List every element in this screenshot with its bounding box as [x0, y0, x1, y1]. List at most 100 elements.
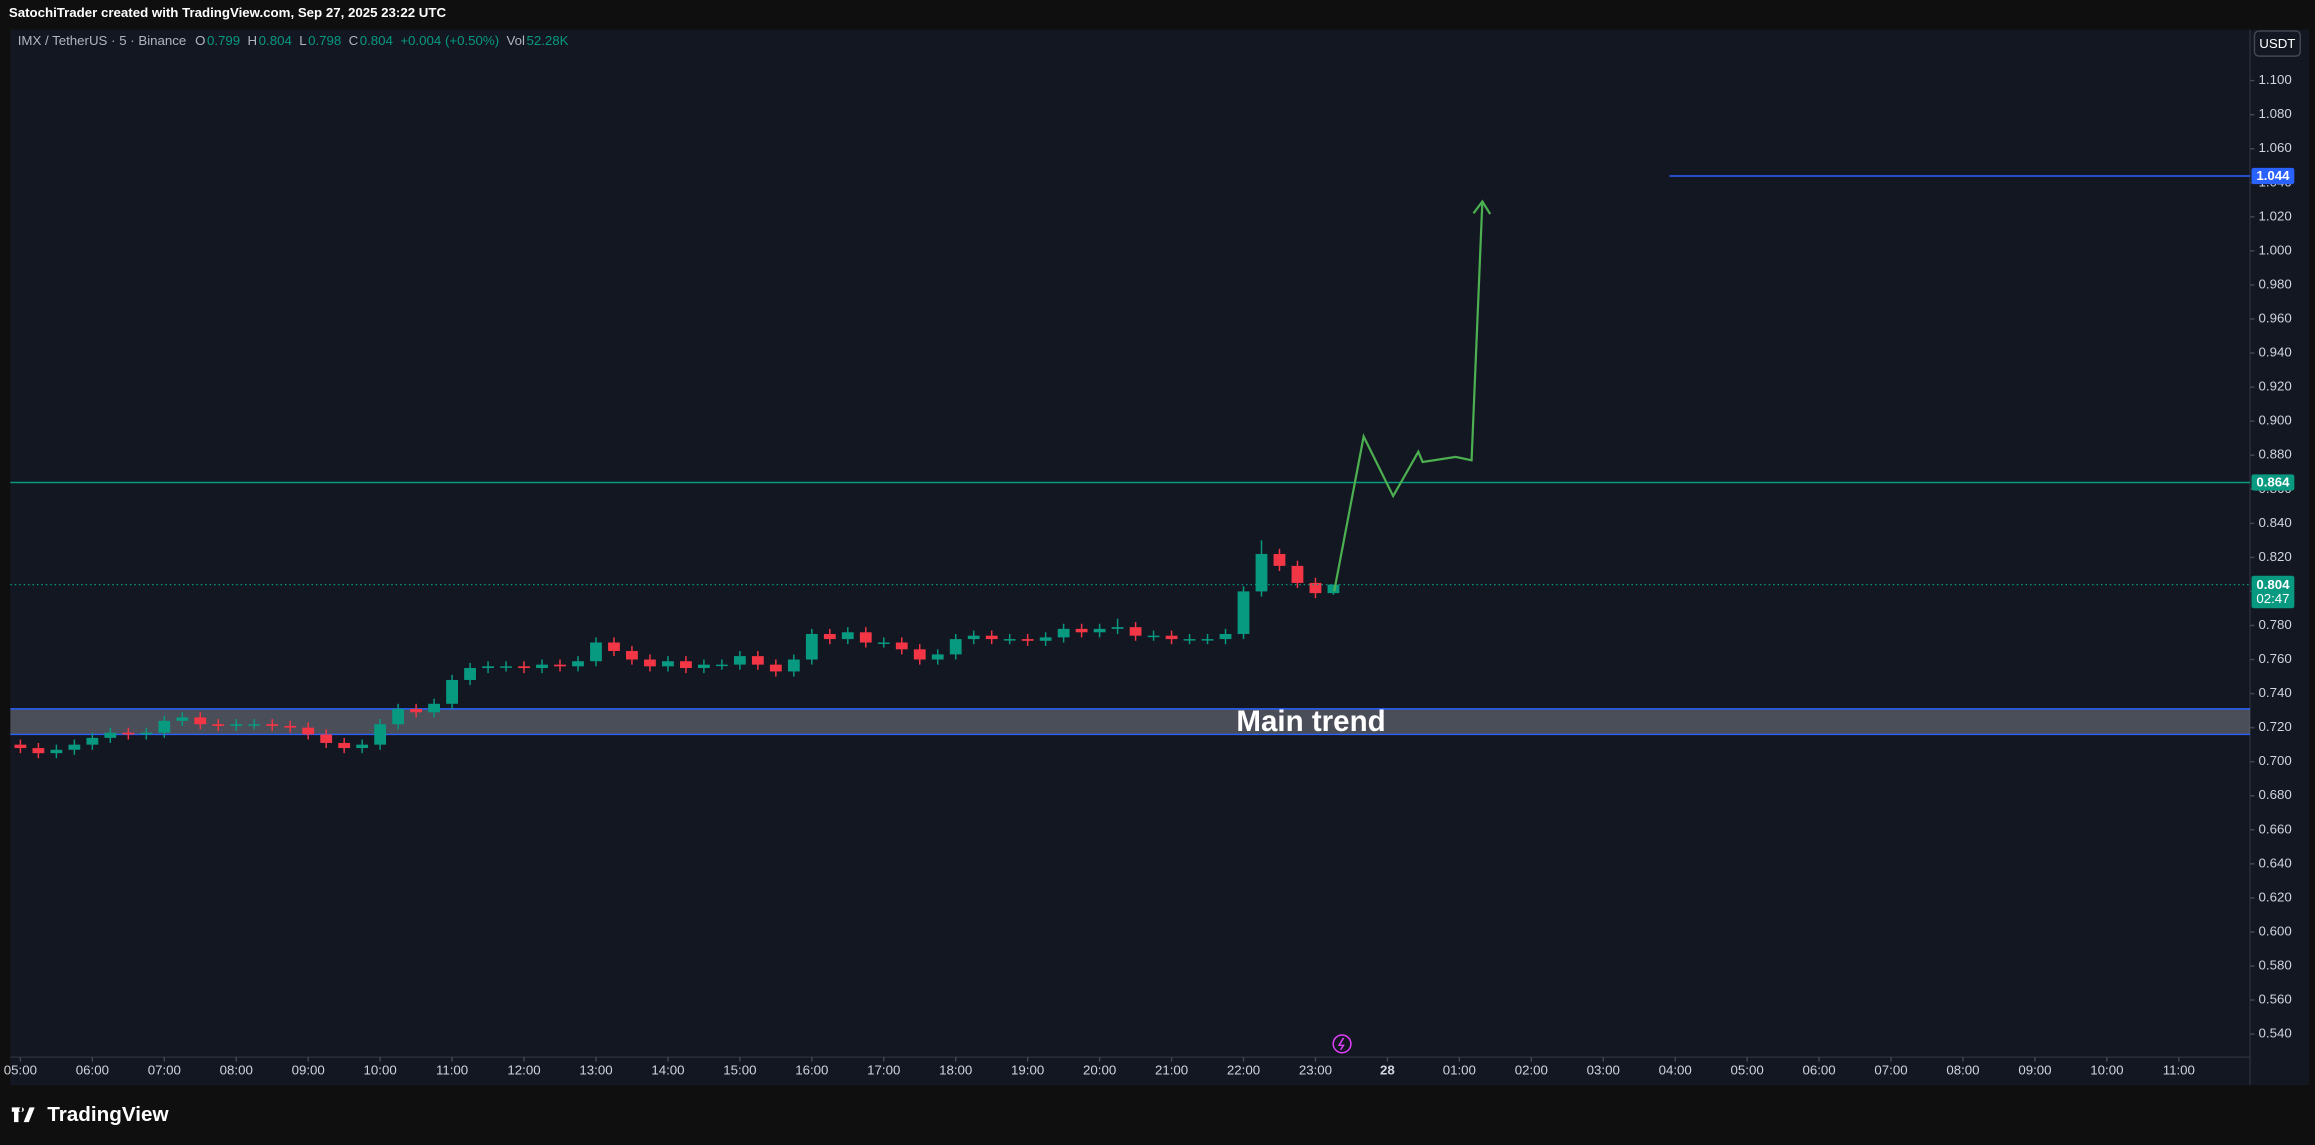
candle-body	[626, 651, 638, 660]
candle-body	[428, 703, 441, 713]
y-tick-label: 0.620	[2259, 889, 2292, 904]
candle-body	[1183, 639, 1196, 641]
x-tick-label: 10:00	[364, 1063, 397, 1078]
candle-body	[266, 724, 279, 726]
ohlc-value: 0.798	[308, 33, 341, 48]
candle-body	[554, 664, 566, 667]
x-tick-label: 10:00	[2090, 1063, 2123, 1078]
candle-body	[697, 664, 710, 669]
y-tick-label: 1.060	[2259, 140, 2292, 155]
event-bolt	[1337, 1037, 1345, 1051]
x-tick-label: 15:00	[723, 1063, 756, 1078]
x-tick-label: 07:00	[148, 1063, 181, 1078]
x-tick-label: 11:00	[436, 1063, 468, 1078]
x-tick-label: 09:00	[2018, 1063, 2051, 1078]
x-tick-label: 01:00	[1443, 1063, 1476, 1078]
x-tick-label: 16:00	[795, 1063, 828, 1078]
candle-body	[913, 649, 926, 660]
level-tag	[2251, 474, 2295, 491]
projection-arrowhead	[1472, 199, 1492, 215]
legend: IMX / TetherUS · 5 · Binance O 0.799 H 0.80…	[18, 33, 569, 48]
candle-body	[230, 724, 243, 726]
ohlc-value: 0.804	[360, 33, 393, 48]
change: +0.004 (+0.50%)	[400, 33, 499, 48]
candle-body	[644, 659, 656, 667]
candle-body	[1039, 637, 1052, 641]
event-icon[interactable]	[1332, 1034, 1352, 1054]
candle-body	[32, 748, 45, 754]
y-tick-label: 0.900	[2259, 413, 2292, 428]
y-tick-label: 0.680	[2259, 787, 2292, 802]
y-tick-label: 0.880	[2259, 447, 2292, 462]
candle-body	[1111, 627, 1124, 629]
candle-body	[338, 742, 351, 749]
candle-body	[1327, 584, 1340, 594]
x-tick-label: 14:00	[651, 1063, 684, 1078]
candle-body	[1003, 639, 1016, 641]
candle-body	[1093, 628, 1106, 633]
candle-body	[374, 724, 387, 745]
ohlc-value: 0.799	[207, 33, 240, 48]
candle-body	[590, 642, 602, 662]
y-tick-label: 0.600	[2259, 923, 2292, 938]
y-tick-label: 0.820	[2259, 549, 2292, 564]
x-tick-label: 22:00	[1227, 1063, 1260, 1078]
x-tick-label: 19:00	[1011, 1063, 1044, 1078]
y-tick-label: 1.080	[2259, 106, 2292, 121]
candle-body	[805, 633, 818, 660]
candle-body	[1147, 635, 1160, 638]
x-tick-label: 06:00	[1802, 1063, 1835, 1078]
x-tick-label: 08:00	[220, 1063, 253, 1078]
y-tick-label: 0.980	[2259, 276, 2292, 291]
candle-body	[1309, 582, 1322, 594]
candle-body	[212, 724, 225, 726]
candle-body	[1129, 627, 1142, 636]
x-tick-label: 04:00	[1659, 1063, 1692, 1078]
candle-body	[284, 725, 297, 728]
candle-body	[841, 632, 854, 640]
projection-path	[1333, 201, 1484, 592]
candle-body	[302, 727, 315, 735]
header: SatochiTrader created with TradingView.c…	[9, 5, 447, 20]
candle-body	[194, 717, 207, 725]
candle-body	[715, 664, 728, 667]
candle-body	[1165, 635, 1178, 640]
candle-body	[464, 668, 476, 680]
x-tick-label: 12:00	[507, 1063, 540, 1078]
candle-body	[1291, 565, 1304, 583]
x-tick-label: 09:00	[292, 1063, 325, 1078]
x-tick-label: 05:00	[4, 1063, 37, 1078]
candle-body	[320, 734, 333, 743]
x-tick-label: 11:00	[2163, 1063, 2195, 1078]
brand: TradingView	[11, 1103, 169, 1126]
candle-body	[823, 633, 836, 640]
currency-button[interactable]	[2253, 30, 2301, 57]
candle-body	[500, 666, 512, 668]
plot-background	[10, 29, 2310, 1086]
y-tick-label: 0.540	[2259, 1026, 2292, 1041]
candle-body	[751, 656, 764, 665]
brand-name: TradingView	[47, 1103, 169, 1126]
candle-body	[608, 642, 620, 652]
candle-body	[176, 717, 189, 721]
x-tick-label: 18:00	[939, 1063, 972, 1078]
candle-body	[1219, 633, 1232, 640]
currency-label[interactable]: USDT	[2259, 36, 2295, 51]
candle-body	[1273, 553, 1286, 566]
level-tag	[2251, 167, 2295, 185]
y-tick-label: 0.920	[2259, 379, 2292, 394]
zone-label: Main trend	[1236, 705, 1385, 738]
x-tick-label: 07:00	[1874, 1063, 1907, 1078]
candle-body	[572, 661, 584, 667]
candle-body	[14, 744, 27, 749]
y-tick-label: 0.780	[2259, 617, 2292, 632]
candle-body	[482, 666, 494, 669]
ohlc-key: C	[349, 33, 359, 48]
x-tick-label: 20:00	[1083, 1063, 1116, 1078]
last-price-label: 0.804	[2256, 577, 2290, 592]
y-tick-label: 0.700	[2259, 753, 2292, 768]
candle-body	[733, 656, 746, 665]
candle-body	[1255, 553, 1268, 592]
volume-key: Vol	[507, 33, 525, 48]
